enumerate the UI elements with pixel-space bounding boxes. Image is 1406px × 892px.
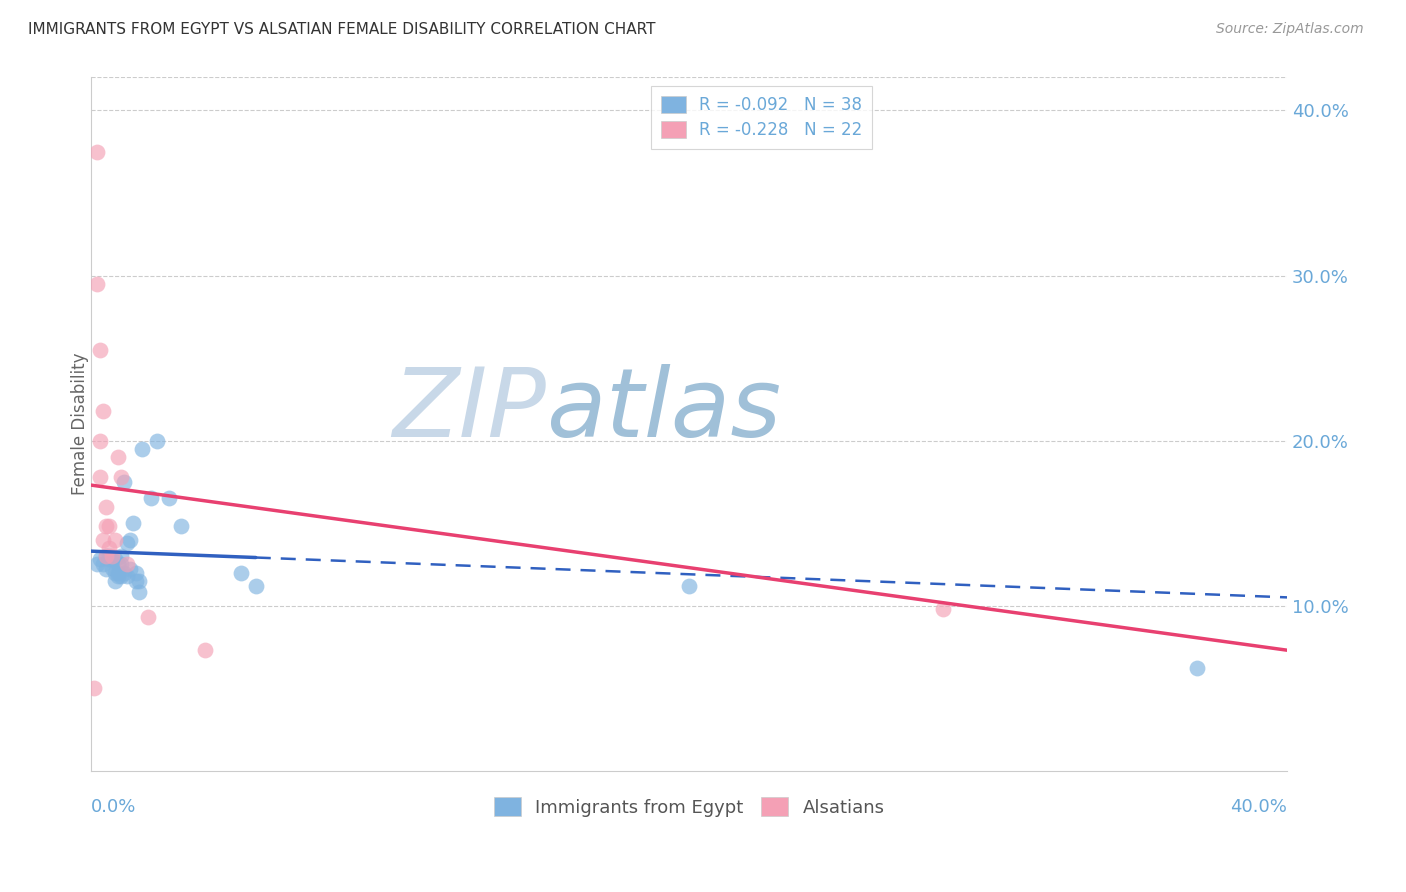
Point: [115, 536, 138, 550]
Point: [91, 404, 114, 418]
Point: [96, 562, 118, 576]
Point: [125, 574, 148, 588]
Point: [110, 549, 132, 563]
Y-axis label: Female Disability: Female Disability: [72, 353, 89, 495]
Point: [678, 579, 700, 593]
Point: [125, 566, 148, 580]
Legend: Immigrants from Egypt, Alsatians: Immigrants from Egypt, Alsatians: [486, 790, 893, 824]
Point: [194, 643, 217, 657]
Point: [122, 516, 145, 530]
Point: [229, 566, 252, 580]
Point: [131, 442, 153, 456]
Text: 0.0%: 0.0%: [91, 798, 136, 816]
Point: [101, 560, 124, 574]
Point: [128, 585, 150, 599]
Point: [98, 519, 121, 533]
Point: [112, 566, 135, 580]
Point: [91, 533, 114, 547]
Point: [86, 558, 108, 572]
Point: [932, 602, 955, 616]
Point: [128, 574, 150, 588]
Point: [107, 558, 129, 572]
Point: [86, 277, 108, 291]
Point: [86, 145, 108, 159]
Text: 40.0%: 40.0%: [1230, 798, 1286, 816]
Point: [1187, 661, 1209, 675]
Text: IMMIGRANTS FROM EGYPT VS ALSATIAN FEMALE DISABILITY CORRELATION CHART: IMMIGRANTS FROM EGYPT VS ALSATIAN FEMALE…: [28, 22, 655, 37]
Point: [139, 491, 162, 506]
Point: [101, 552, 124, 566]
Point: [101, 549, 124, 563]
Point: [157, 491, 180, 506]
Point: [91, 558, 114, 572]
Point: [96, 549, 118, 563]
Point: [98, 541, 121, 555]
Text: Source: ZipAtlas.com: Source: ZipAtlas.com: [1216, 22, 1364, 37]
Point: [83, 681, 105, 695]
Text: atlas: atlas: [546, 364, 780, 457]
Point: [98, 552, 121, 566]
Point: [104, 533, 127, 547]
Point: [96, 549, 118, 563]
Point: [96, 500, 118, 514]
Point: [110, 470, 132, 484]
Point: [136, 610, 159, 624]
Point: [112, 475, 135, 489]
Point: [120, 562, 142, 576]
Point: [120, 533, 142, 547]
Point: [104, 552, 127, 566]
Point: [104, 574, 127, 588]
Point: [110, 558, 132, 572]
Point: [89, 470, 111, 484]
Point: [146, 434, 169, 448]
Point: [107, 569, 129, 583]
Point: [107, 450, 129, 464]
Point: [89, 343, 111, 357]
Point: [110, 569, 132, 583]
Point: [245, 579, 267, 593]
Text: ZIP: ZIP: [392, 364, 546, 457]
Point: [115, 558, 138, 572]
Point: [104, 566, 127, 580]
Point: [170, 519, 193, 533]
Point: [107, 566, 129, 580]
Point: [89, 552, 111, 566]
Point: [96, 519, 118, 533]
Point: [89, 434, 111, 448]
Point: [115, 569, 138, 583]
Point: [98, 549, 121, 563]
